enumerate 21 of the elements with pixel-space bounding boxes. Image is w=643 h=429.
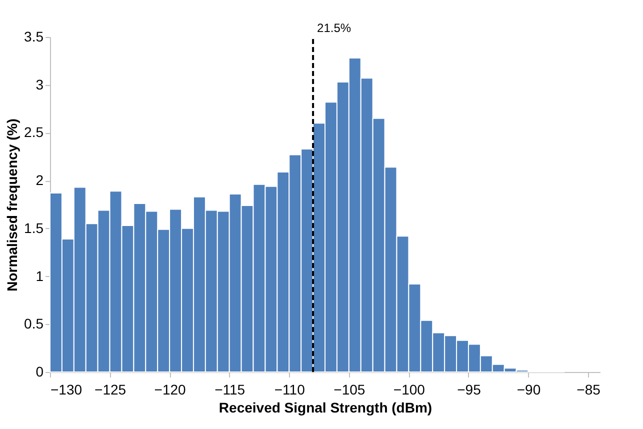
y-tick-label: 1	[36, 268, 44, 284]
x-tick-label: −100	[393, 382, 426, 398]
x-tick-label: −85	[576, 382, 601, 398]
y-tick-label: 1.5	[24, 220, 44, 236]
y-tick-label: 3	[36, 76, 44, 92]
x-axis-title: Received Signal Strength (dBm)	[218, 400, 432, 416]
y-tick-label: 3.5	[24, 28, 44, 44]
x-tick-label: −90	[516, 382, 541, 398]
y-axis-title: Normalised frequency (%)	[4, 118, 20, 292]
y-tick-label: 0.5	[24, 316, 44, 332]
x-tick-label: −115	[214, 382, 246, 398]
x-tick-label: −120	[154, 382, 186, 398]
x-tick-label: −105	[334, 382, 366, 398]
x-tick-label: −110	[274, 382, 306, 398]
y-tick-label: 2.5	[24, 124, 44, 140]
text: 21.5%	[317, 21, 352, 35]
x-tick-label: −130	[50, 382, 82, 398]
y-tick-label: 2	[36, 172, 44, 188]
y-tick-label: 0	[36, 364, 44, 380]
x-tick-label: −95	[457, 382, 482, 398]
x-tick-label: −125	[94, 382, 126, 398]
